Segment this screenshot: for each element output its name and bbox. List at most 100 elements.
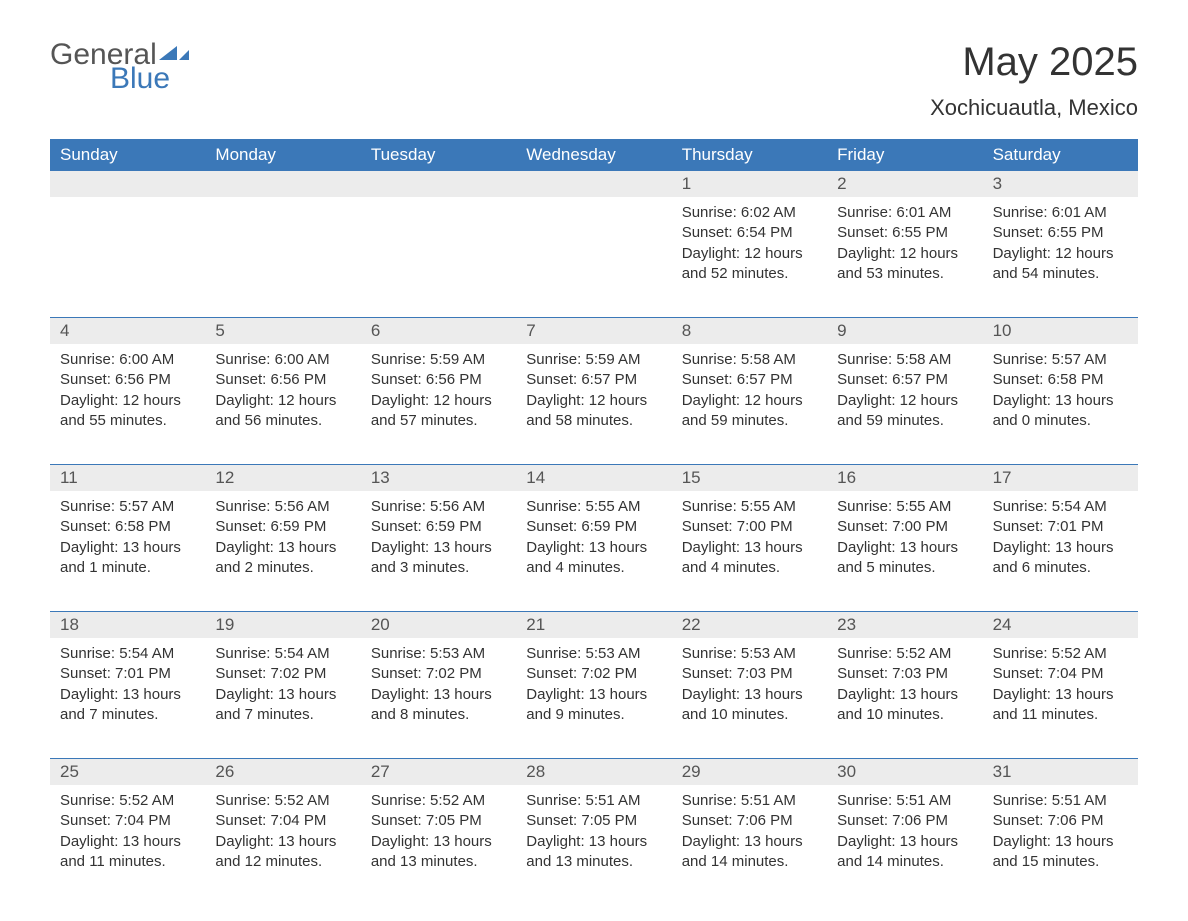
day1-text: Daylight: 13 hours: [526, 685, 661, 705]
day2-text: and 6 minutes.: [993, 558, 1128, 578]
day1-text: Daylight: 12 hours: [526, 391, 661, 411]
weekday-header: Saturday: [983, 139, 1138, 171]
day-number: 20: [361, 612, 516, 638]
day-number: 21: [516, 612, 671, 638]
day-number: 10: [983, 318, 1138, 344]
logo: General Blue: [50, 40, 189, 94]
sunset-text: Sunset: 6:59 PM: [526, 517, 661, 537]
day-cell: Sunrise: 5:55 AMSunset: 6:59 PMDaylight:…: [516, 491, 671, 587]
day1-text: Daylight: 13 hours: [993, 391, 1128, 411]
day2-text: and 8 minutes.: [371, 705, 506, 725]
day-cell: Sunrise: 5:58 AMSunset: 6:57 PMDaylight:…: [827, 344, 982, 440]
day-cell: Sunrise: 5:54 AMSunset: 7:01 PMDaylight:…: [983, 491, 1138, 587]
sunrise-text: Sunrise: 6:00 AM: [215, 350, 350, 370]
day1-text: Daylight: 12 hours: [371, 391, 506, 411]
calendar-week: 123Sunrise: 6:02 AMSunset: 6:54 PMDaylig…: [50, 171, 1138, 293]
day-cell: Sunrise: 5:51 AMSunset: 7:05 PMDaylight:…: [516, 785, 671, 881]
day1-text: Daylight: 13 hours: [837, 832, 972, 852]
sunrise-text: Sunrise: 6:00 AM: [60, 350, 195, 370]
day-cell: Sunrise: 5:52 AMSunset: 7:04 PMDaylight:…: [983, 638, 1138, 734]
day-number: 14: [516, 465, 671, 491]
day1-text: Daylight: 13 hours: [215, 538, 350, 558]
day-number: 26: [205, 759, 360, 785]
day-number: 22: [672, 612, 827, 638]
page-subtitle: Xochicuautla, Mexico: [930, 95, 1138, 121]
day-cell: Sunrise: 5:53 AMSunset: 7:02 PMDaylight:…: [516, 638, 671, 734]
day2-text: and 7 minutes.: [60, 705, 195, 725]
sunrise-text: Sunrise: 5:58 AM: [837, 350, 972, 370]
sunset-text: Sunset: 6:56 PM: [371, 370, 506, 390]
day1-text: Daylight: 13 hours: [993, 538, 1128, 558]
day-number: 17: [983, 465, 1138, 491]
day-cell: Sunrise: 5:54 AMSunset: 7:02 PMDaylight:…: [205, 638, 360, 734]
day-number: 4: [50, 318, 205, 344]
day1-text: Daylight: 12 hours: [993, 244, 1128, 264]
day-number: [50, 171, 205, 197]
day-number: [516, 171, 671, 197]
day1-text: Daylight: 13 hours: [371, 685, 506, 705]
sunrise-text: Sunrise: 5:53 AM: [371, 644, 506, 664]
day-cell: Sunrise: 6:02 AMSunset: 6:54 PMDaylight:…: [672, 197, 827, 293]
sunrise-text: Sunrise: 5:53 AM: [682, 644, 817, 664]
day1-text: Daylight: 13 hours: [526, 538, 661, 558]
weekday-header: Thursday: [672, 139, 827, 171]
sunset-text: Sunset: 7:04 PM: [993, 664, 1128, 684]
sunset-text: Sunset: 7:06 PM: [837, 811, 972, 831]
sunset-text: Sunset: 7:03 PM: [682, 664, 817, 684]
day2-text: and 14 minutes.: [837, 852, 972, 872]
day2-text: and 3 minutes.: [371, 558, 506, 578]
sunset-text: Sunset: 7:02 PM: [215, 664, 350, 684]
day1-text: Daylight: 13 hours: [60, 685, 195, 705]
day-number: 19: [205, 612, 360, 638]
calendar-week: 45678910Sunrise: 6:00 AMSunset: 6:56 PMD…: [50, 317, 1138, 440]
day-number: 5: [205, 318, 360, 344]
day-number: 13: [361, 465, 516, 491]
sunrise-text: Sunrise: 5:51 AM: [993, 791, 1128, 811]
sunset-text: Sunset: 7:05 PM: [371, 811, 506, 831]
day-number: 28: [516, 759, 671, 785]
sunrise-text: Sunrise: 5:59 AM: [371, 350, 506, 370]
day2-text: and 54 minutes.: [993, 264, 1128, 284]
sunrise-text: Sunrise: 5:55 AM: [682, 497, 817, 517]
day2-text: and 14 minutes.: [682, 852, 817, 872]
day2-text: and 58 minutes.: [526, 411, 661, 431]
sunset-text: Sunset: 6:59 PM: [371, 517, 506, 537]
day2-text: and 7 minutes.: [215, 705, 350, 725]
sunrise-text: Sunrise: 6:02 AM: [682, 203, 817, 223]
weekday-header: Sunday: [50, 139, 205, 171]
sunrise-text: Sunrise: 5:52 AM: [837, 644, 972, 664]
day-cell: Sunrise: 5:56 AMSunset: 6:59 PMDaylight:…: [205, 491, 360, 587]
day-number: 7: [516, 318, 671, 344]
day1-text: Daylight: 13 hours: [526, 832, 661, 852]
weekday-header: Wednesday: [516, 139, 671, 171]
sunset-text: Sunset: 7:02 PM: [371, 664, 506, 684]
day2-text: and 9 minutes.: [526, 705, 661, 725]
sunset-text: Sunset: 6:55 PM: [837, 223, 972, 243]
weekday-header: Monday: [205, 139, 360, 171]
sunset-text: Sunset: 6:57 PM: [837, 370, 972, 390]
day2-text: and 10 minutes.: [837, 705, 972, 725]
sunset-text: Sunset: 6:56 PM: [60, 370, 195, 390]
day-number: 11: [50, 465, 205, 491]
sunrise-text: Sunrise: 5:55 AM: [526, 497, 661, 517]
sunrise-text: Sunrise: 5:56 AM: [215, 497, 350, 517]
day2-text: and 0 minutes.: [993, 411, 1128, 431]
day1-text: Daylight: 13 hours: [371, 538, 506, 558]
day1-text: Daylight: 13 hours: [837, 538, 972, 558]
calendar: SundayMondayTuesdayWednesdayThursdayFrid…: [50, 139, 1138, 881]
header: General Blue May 2025 Xochicuautla, Mexi…: [50, 40, 1138, 121]
day2-text: and 1 minute.: [60, 558, 195, 578]
sunrise-text: Sunrise: 5:51 AM: [837, 791, 972, 811]
day2-text: and 11 minutes.: [60, 852, 195, 872]
sunset-text: Sunset: 6:57 PM: [682, 370, 817, 390]
sunset-text: Sunset: 6:55 PM: [993, 223, 1128, 243]
sunrise-text: Sunrise: 5:55 AM: [837, 497, 972, 517]
day-number-row: 45678910: [50, 318, 1138, 344]
calendar-week: 18192021222324Sunrise: 5:54 AMSunset: 7:…: [50, 611, 1138, 734]
sunset-text: Sunset: 6:58 PM: [993, 370, 1128, 390]
day-number: 25: [50, 759, 205, 785]
sunrise-text: Sunrise: 5:54 AM: [993, 497, 1128, 517]
day2-text: and 59 minutes.: [837, 411, 972, 431]
day2-text: and 13 minutes.: [526, 852, 661, 872]
sunset-text: Sunset: 7:01 PM: [60, 664, 195, 684]
